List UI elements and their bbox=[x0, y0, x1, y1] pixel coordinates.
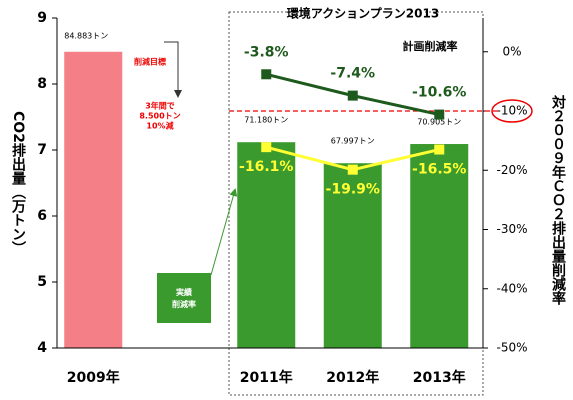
y2-tick-label: -20% bbox=[496, 163, 527, 177]
bar bbox=[323, 163, 382, 348]
bar bbox=[64, 51, 123, 348]
x-tick-label: 2013年 bbox=[413, 369, 466, 386]
data-label: -16.1% bbox=[239, 159, 293, 175]
point bbox=[434, 144, 445, 155]
y2-tick-label: -50% bbox=[496, 341, 527, 355]
data-label: 67.997トン bbox=[331, 137, 375, 146]
title-bg bbox=[303, 6, 423, 22]
annotation: 3年間で bbox=[145, 101, 175, 111]
y-axis-label: CO2排出量（万トン） bbox=[10, 111, 27, 255]
annotation: 8.500トン bbox=[139, 112, 180, 121]
data-label: -7.4% bbox=[330, 66, 375, 82]
legend-box bbox=[157, 273, 211, 323]
point bbox=[261, 142, 272, 153]
y-tick-label: 6 bbox=[37, 208, 47, 224]
y2-tick-label: -10% bbox=[496, 104, 527, 118]
annotation-arrow bbox=[164, 41, 182, 98]
point bbox=[347, 164, 358, 175]
legend-arrow bbox=[210, 188, 238, 276]
annotation: 削減目標 bbox=[134, 57, 166, 67]
data-label: -10.6% bbox=[412, 85, 466, 101]
bar bbox=[410, 144, 469, 348]
legend-label: 計画削減率 bbox=[403, 39, 458, 53]
y-tick-label: 9 bbox=[37, 10, 47, 26]
y2-axis-label: 対２００９年ＣＯ２排出量削減率 bbox=[550, 94, 567, 306]
data-label: -16.5% bbox=[412, 162, 466, 178]
target-circle bbox=[491, 99, 533, 123]
x-tick-label: 2011年 bbox=[240, 369, 293, 386]
chart-title: 環境アクションプラン2013 bbox=[287, 6, 439, 21]
x-tick-label: 2012年 bbox=[326, 369, 379, 386]
data-label: 70.905トン bbox=[417, 118, 461, 127]
data-label: 84.883トン bbox=[64, 31, 108, 40]
point bbox=[434, 109, 445, 120]
point bbox=[347, 90, 358, 101]
bar bbox=[237, 142, 296, 348]
y2-tick-label: -30% bbox=[496, 222, 527, 236]
data-label: -3.8% bbox=[244, 44, 289, 60]
x-tick-label: 2009年 bbox=[67, 369, 120, 386]
y2-tick-label: 0% bbox=[502, 44, 521, 58]
legend-label: 実績削減率 bbox=[172, 287, 196, 309]
point bbox=[261, 69, 272, 80]
y-tick-label: 4 bbox=[37, 340, 47, 356]
data-label: -19.9% bbox=[326, 182, 380, 198]
annotation: 10%減 bbox=[146, 121, 173, 131]
y-tick-label: 7 bbox=[37, 142, 47, 158]
data-label: 71.180トン bbox=[244, 116, 288, 125]
y2-tick-label: -40% bbox=[496, 281, 527, 295]
y-tick-label: 5 bbox=[37, 274, 47, 290]
y-tick-label: 8 bbox=[37, 76, 47, 92]
